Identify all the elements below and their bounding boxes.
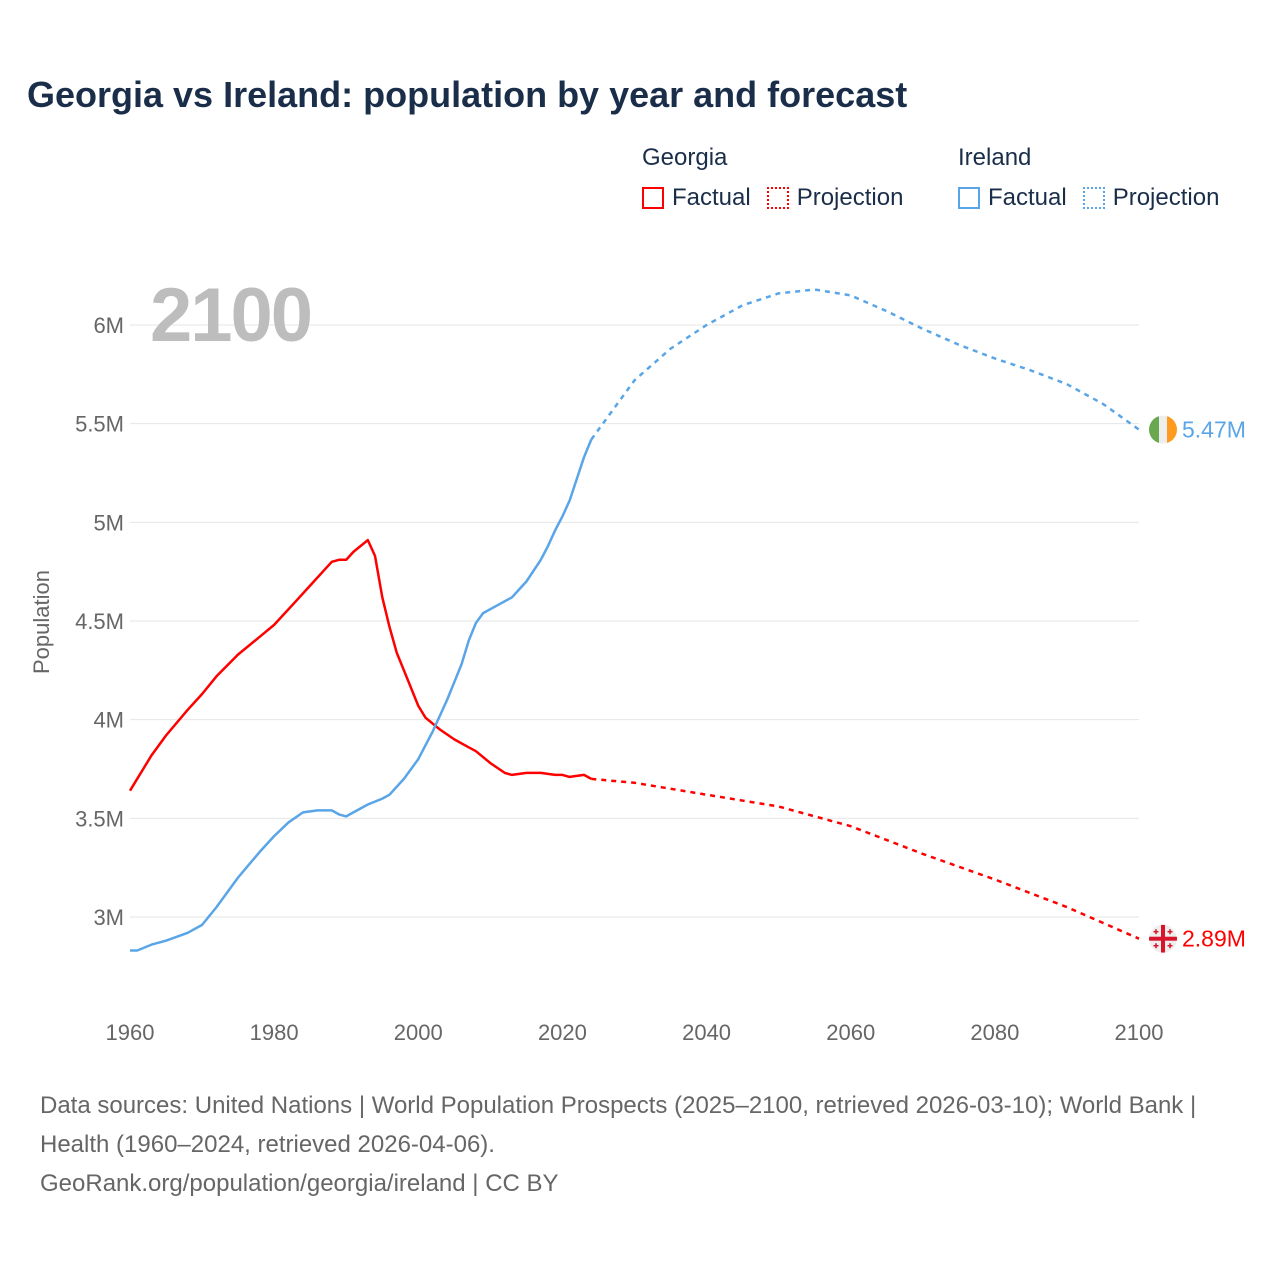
- legend-ireland-factual[interactable]: Factual: [958, 184, 1067, 212]
- georgia-projection-line: [591, 777, 1140, 940]
- footer: Data sources: United Nations | World Pop…: [40, 1086, 1240, 1203]
- solid-swatch-icon: [642, 187, 664, 209]
- legend-label: Factual: [672, 184, 751, 211]
- x-tick-label: 2000: [394, 1020, 443, 1045]
- y-tick-label: 6M: [93, 313, 124, 338]
- ireland-factual-line: [130, 439, 593, 952]
- x-tick-label: 1980: [250, 1020, 299, 1045]
- y-tick-label: 3M: [93, 905, 124, 930]
- y-axis-label: Population: [29, 570, 54, 674]
- y-tick-label: 5.5M: [75, 412, 124, 437]
- y-tick-label: 5M: [93, 510, 124, 535]
- x-tick-label: 2060: [826, 1020, 875, 1045]
- georgia-flag-icon: [1149, 924, 1177, 953]
- x-tick-label: 2040: [682, 1020, 731, 1045]
- legend-georgia-projection[interactable]: Projection: [766, 184, 904, 212]
- x-tick-label: 2100: [1115, 1020, 1164, 1045]
- dotted-swatch-icon: [1082, 187, 1105, 209]
- dotted-swatch-icon: [766, 187, 789, 209]
- y-tick-label: 4M: [93, 708, 124, 733]
- ireland-flag-icon: [1149, 415, 1177, 444]
- legend-group-name: Georgia: [642, 144, 728, 171]
- georgia-factual-line: [128, 538, 592, 792]
- x-tick-label: 1960: [106, 1020, 155, 1045]
- chart-title: Georgia vs Ireland: population by year a…: [27, 74, 908, 115]
- ireland-end-value-label: 5.47M: [1182, 417, 1246, 443]
- x-tick-label: 2020: [538, 1020, 587, 1045]
- legend-ireland: Ireland Factual Projection: [958, 144, 1235, 212]
- legend-ireland-projection[interactable]: Projection: [1082, 184, 1220, 212]
- legend-label: Factual: [988, 184, 1067, 211]
- current-year-label: 2100: [150, 273, 313, 358]
- ireland-projection-line: [590, 288, 1140, 441]
- legend-group-name: Ireland: [958, 144, 1032, 171]
- legend-georgia: Georgia Factual Projection: [642, 144, 919, 212]
- solid-swatch-icon: [958, 187, 980, 209]
- legend-label: Projection: [796, 184, 904, 211]
- legend-label: Projection: [1112, 184, 1220, 211]
- data-sources: Data sources: United Nations | World Pop…: [40, 1092, 1197, 1158]
- legend-georgia-factual[interactable]: Factual: [642, 184, 751, 212]
- y-tick-label: 4.5M: [75, 609, 124, 634]
- y-tick-label: 3.5M: [75, 806, 124, 831]
- georgia-end-value-label: 2.89M: [1182, 926, 1246, 952]
- source-link[interactable]: GeoRank.org/population/georgia/ireland |…: [40, 1170, 559, 1197]
- x-tick-label: 2080: [970, 1020, 1019, 1045]
